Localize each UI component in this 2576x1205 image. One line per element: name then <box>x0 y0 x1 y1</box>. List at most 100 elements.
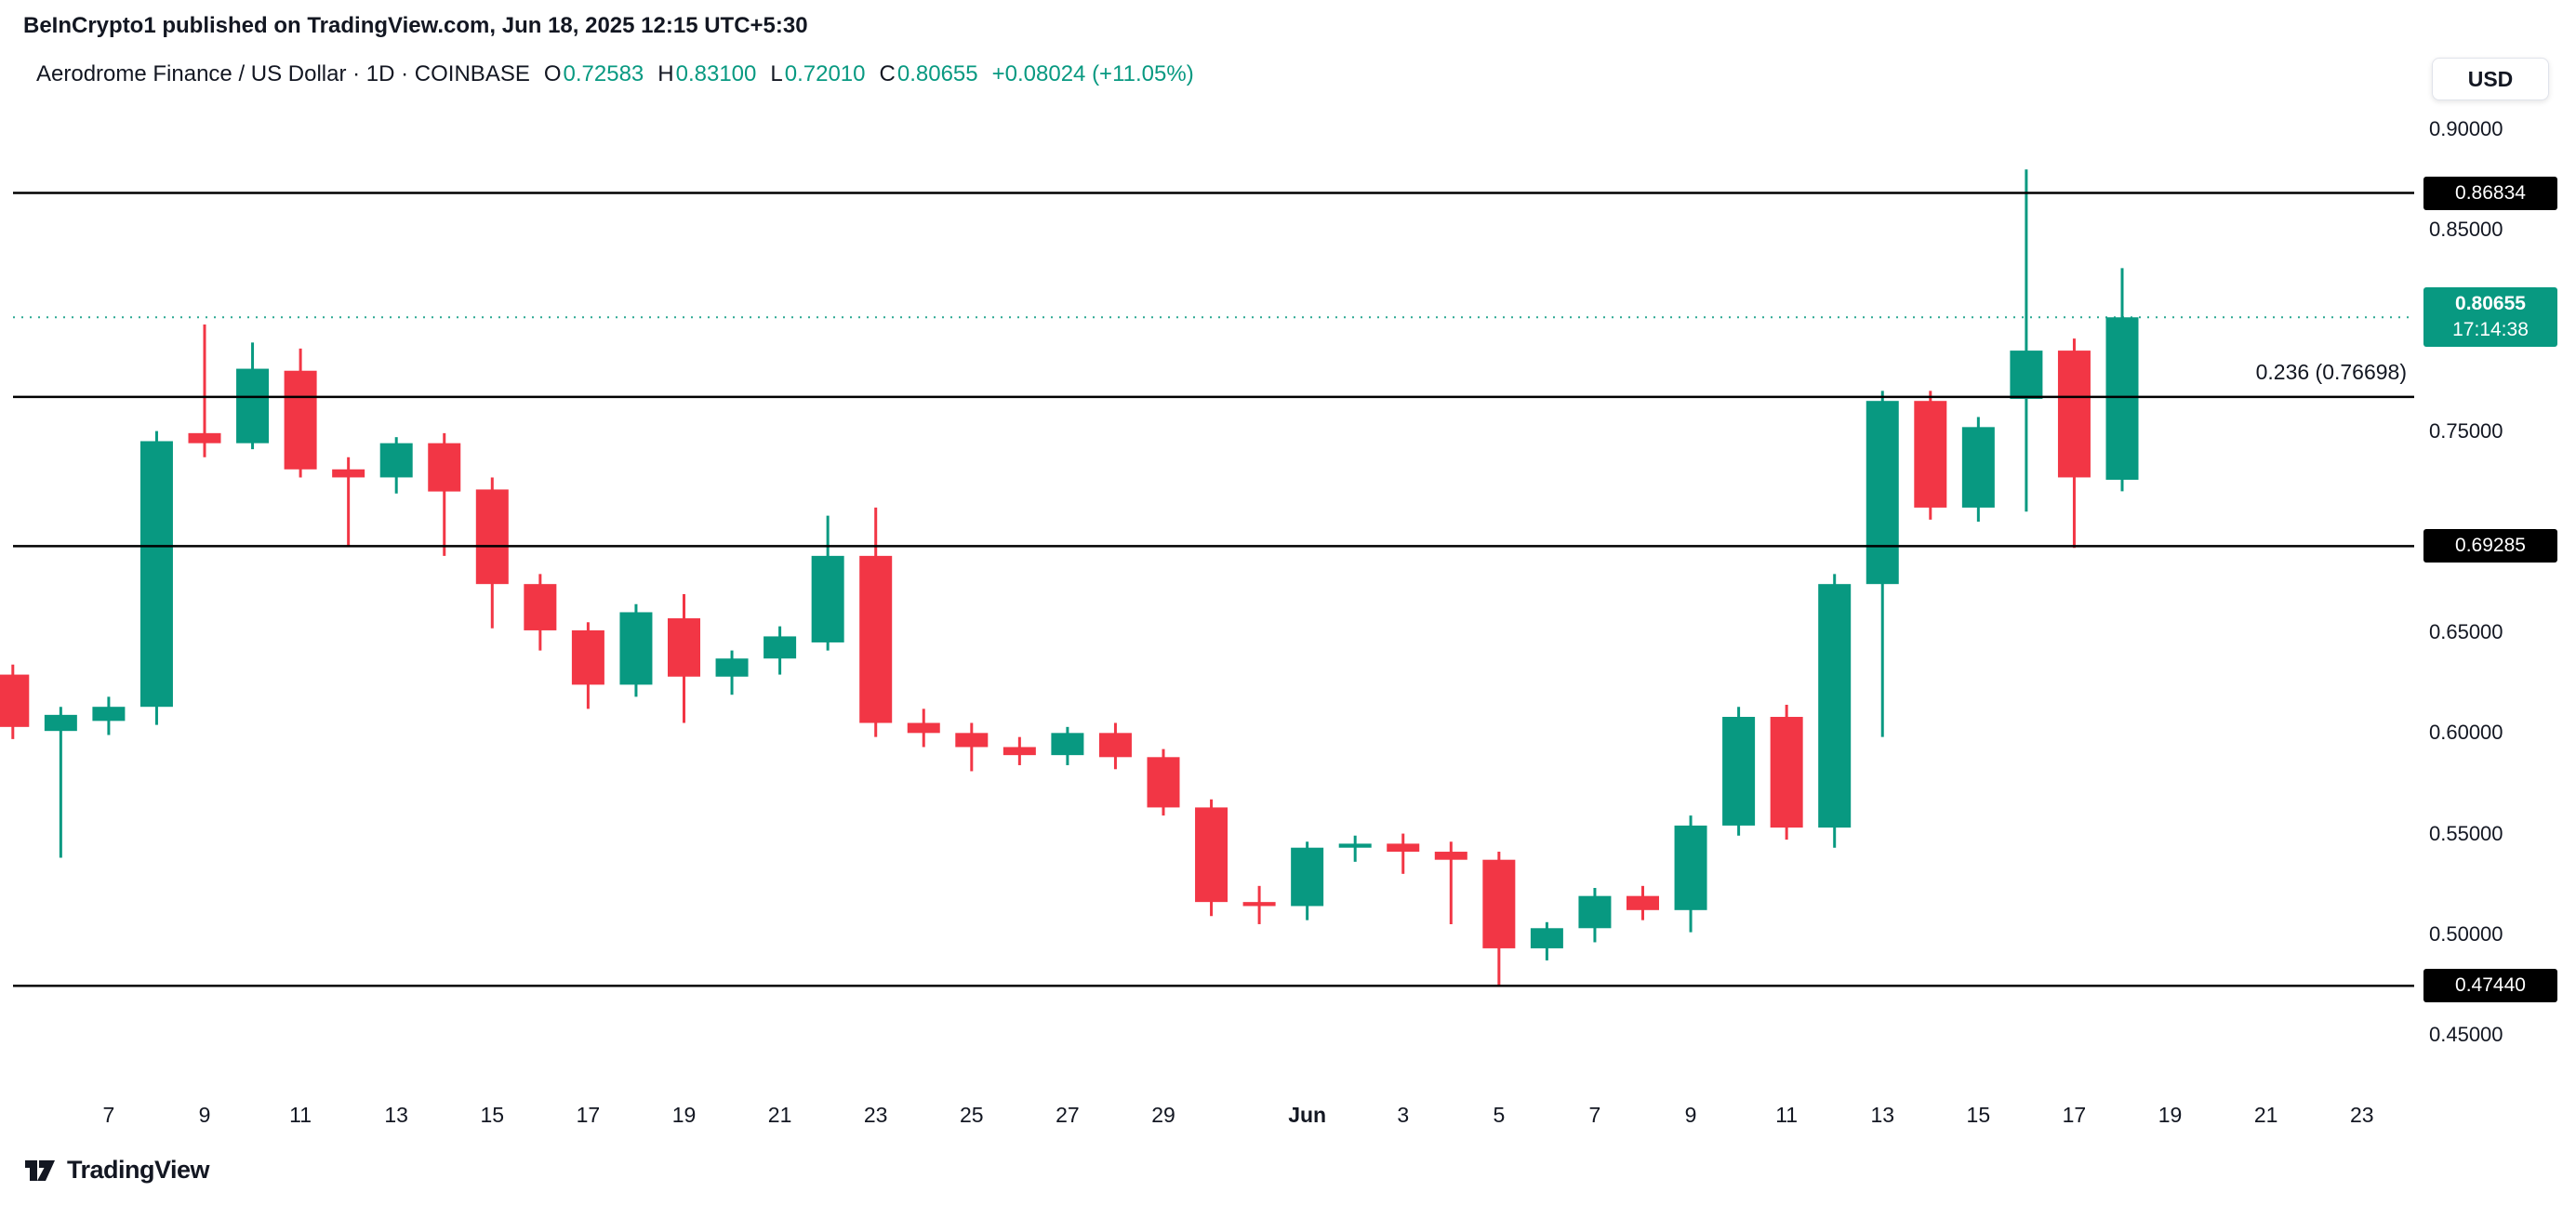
price-tick: 0.55000 <box>2429 821 2503 845</box>
time-tick: 17 <box>576 1103 601 1127</box>
price-axis[interactable]: 0.90000 0.85000 0.75000 0.65000 0.60000 0.550… <box>2422 0 2576 1205</box>
candle-up <box>1530 928 1563 948</box>
time-tick: 11 <box>289 1103 312 1127</box>
candle-up <box>764 636 797 659</box>
candle-down <box>475 489 509 585</box>
candle-up <box>2105 317 2139 480</box>
high-label: H <box>657 61 674 86</box>
time-tick: 7 <box>1588 1103 1601 1127</box>
candle-up <box>1674 825 1707 910</box>
high-value: 0.83100 <box>675 61 757 86</box>
time-tick: 7 <box>102 1103 115 1127</box>
candle-up <box>715 658 749 677</box>
candle-up <box>236 368 270 444</box>
legend-low: L 0.72010 <box>770 61 865 87</box>
time-tick: 27 <box>1056 1103 1080 1127</box>
price-tick: 0.45000 <box>2429 1023 2503 1046</box>
candle-down <box>668 617 700 677</box>
candle-up <box>1818 584 1852 828</box>
current-price-badge: 0.80655 17:14:38 <box>2423 287 2557 348</box>
price-tick: 0.90000 <box>2429 117 2503 140</box>
price-tick: 0.50000 <box>2429 921 2503 946</box>
low-label: L <box>770 61 783 86</box>
candle-down <box>1147 757 1180 808</box>
candle-up <box>1961 427 1995 508</box>
change-value: +0.08024 (+11.05%) <box>991 61 1194 86</box>
currency-toggle-button[interactable]: USD <box>2432 58 2549 100</box>
price-tick: 0.85000 <box>2429 218 2503 242</box>
price-level-badge: 0.86834 <box>2423 176 2557 210</box>
current-price-value: 0.80655 <box>2455 293 2526 315</box>
time-tick: 19 <box>2158 1103 2183 1127</box>
candle-down <box>1195 807 1228 903</box>
time-tick: 13 <box>384 1103 408 1127</box>
candle-down <box>1003 747 1036 756</box>
candle-up <box>44 714 77 732</box>
candle-down <box>428 443 461 492</box>
candle-down <box>1770 717 1803 828</box>
close-label: C <box>879 61 896 86</box>
legend-high: H 0.83100 <box>657 61 756 87</box>
time-tick: 5 <box>1493 1103 1506 1127</box>
candle-up <box>139 441 173 708</box>
candle-down <box>0 674 30 727</box>
tradingview-logo[interactable]: TradingView <box>23 1156 210 1185</box>
time-tick: 3 <box>1397 1103 1410 1127</box>
time-tick: 29 <box>1151 1103 1175 1127</box>
time-tick: 23 <box>863 1103 888 1127</box>
candle-up <box>1866 401 1899 585</box>
time-tick: 19 <box>671 1103 697 1127</box>
candle-up <box>1578 895 1612 929</box>
open-value: 0.72583 <box>563 61 644 86</box>
candle-down <box>1482 859 1516 948</box>
tradingview-logo-text: TradingView <box>67 1156 210 1184</box>
time-tick: 21 <box>2253 1103 2278 1127</box>
symbol-title: Aerodrome Finance / US Dollar · 1D · COI… <box>36 61 530 86</box>
candle-down <box>188 432 221 444</box>
candle-down <box>571 629 604 685</box>
candle-up <box>92 707 126 722</box>
time-tick: 11 <box>1775 1103 1799 1127</box>
candle-up <box>1051 733 1084 756</box>
open-label: O <box>543 61 562 86</box>
candle-down <box>1242 902 1276 907</box>
close-value: 0.80655 <box>896 61 978 86</box>
candle-up <box>379 443 413 478</box>
candle-up <box>1291 847 1324 907</box>
candle-down <box>284 370 317 470</box>
price-level-badge: 0.47440 <box>2423 969 2557 1003</box>
candle-down <box>1627 895 1659 910</box>
candle-up <box>811 555 844 642</box>
candle-down <box>2057 351 2091 478</box>
bar-countdown: 17:14:38 <box>2452 319 2529 341</box>
tradingview-logo-icon <box>25 1159 55 1181</box>
low-value: 0.72010 <box>784 61 866 86</box>
attribution-text: BeInCrypto1 published on TradingView.com… <box>23 13 808 38</box>
price-tick: 0.75000 <box>2429 418 2503 443</box>
time-tick: 25 <box>960 1103 984 1127</box>
price-tick: 0.60000 <box>2429 721 2503 745</box>
candle-up <box>1338 843 1372 848</box>
time-tick: 23 <box>2349 1103 2374 1127</box>
candle-down <box>1434 852 1467 860</box>
candle-up <box>1722 717 1756 826</box>
candle-down <box>1098 733 1132 758</box>
time-tick: 13 <box>1870 1103 1895 1127</box>
candle-down <box>907 722 940 734</box>
candle-down <box>1387 843 1420 853</box>
time-tick: Jun <box>1288 1103 1327 1127</box>
time-tick: 9 <box>1684 1103 1697 1127</box>
time-axis[interactable]: 7 9 11 13 15 17 19 21 23 25 27 29 Jun 3 5 7 9 11 13 15 17 19 2… <box>0 1103 2576 1142</box>
legend-open: O 0.72583 <box>544 61 644 87</box>
candle-up <box>619 612 653 685</box>
candle-down <box>1914 401 1947 508</box>
symbol-legend: Aerodrome Finance / US Dollar · 1D · COI… <box>36 61 1194 87</box>
time-tick: 15 <box>1966 1103 1991 1127</box>
candle-down <box>859 555 893 723</box>
candle-down <box>332 469 365 478</box>
time-tick: 17 <box>2062 1103 2087 1127</box>
candle-down <box>955 733 989 748</box>
legend-close: C 0.80655 <box>880 61 978 87</box>
fib-level-label: 0.236 (0.76698) <box>2255 359 2407 384</box>
